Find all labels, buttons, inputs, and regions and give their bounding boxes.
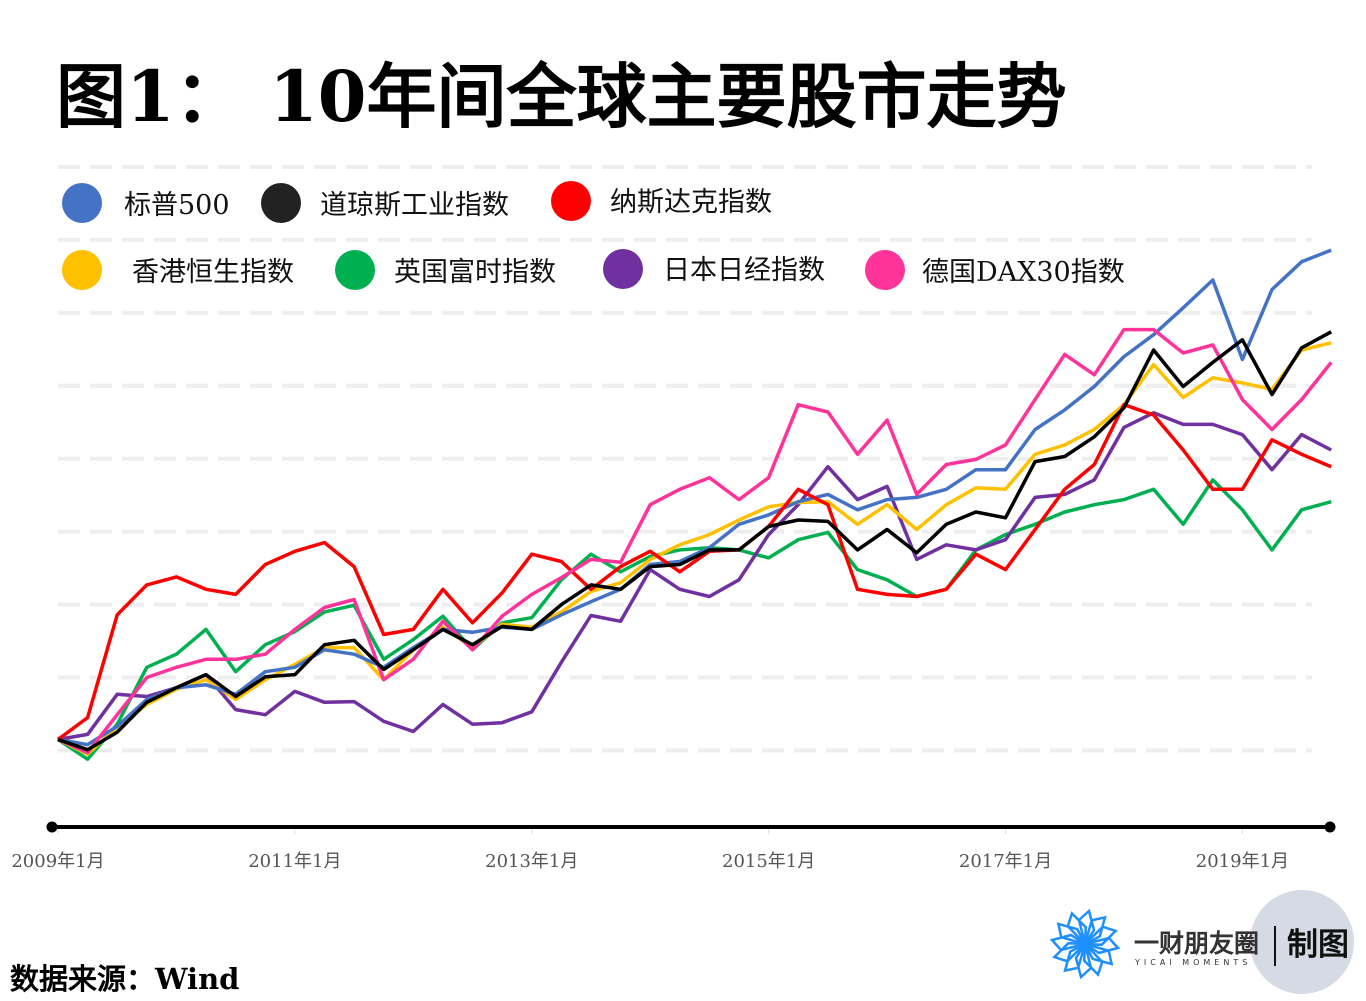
legend-item-ftse[interactable]: 英国富时指数 bbox=[335, 250, 556, 290]
source-note: 数据来源：Wind bbox=[10, 962, 239, 996]
flower-petal bbox=[1056, 922, 1088, 946]
x-tick-label: 2011年1月 bbox=[248, 851, 341, 872]
legend-item-dax[interactable]: 德国DAX30指数 bbox=[865, 250, 1125, 290]
legend-label: 日本日经指数 bbox=[663, 255, 825, 286]
legend-label: 标普500 bbox=[124, 190, 230, 221]
flower-petal bbox=[1063, 941, 1087, 973]
flower-petal bbox=[1052, 941, 1088, 963]
legend-swatch bbox=[62, 183, 102, 223]
logo-circle bbox=[1250, 890, 1354, 994]
flower-petal bbox=[1081, 936, 1121, 955]
x-axis: 2009年1月 2011年1月 2013年1月 2015年1月 2017年1月 2019年… bbox=[11, 821, 1336, 872]
series-line-0 bbox=[57, 248, 1332, 747]
legend-swatch bbox=[551, 181, 591, 221]
series-lines bbox=[56, 248, 1333, 761]
legend-item-nikkei[interactable]: 日本日经指数 bbox=[603, 249, 825, 289]
x-tick-label: 2019年1月 bbox=[1196, 851, 1289, 872]
x-tick-label: 2013年1月 bbox=[485, 851, 578, 872]
flower-petal bbox=[1083, 915, 1107, 947]
legend-swatch bbox=[865, 250, 905, 290]
legend-item-sp500[interactable]: 标普500 bbox=[62, 183, 230, 223]
flower-petal bbox=[1066, 911, 1088, 947]
legend-swatch bbox=[335, 250, 375, 290]
flower-petal bbox=[1082, 925, 1118, 947]
legend-item-hsi[interactable]: 香港恒生指数 bbox=[62, 250, 294, 290]
series-line-5 bbox=[57, 411, 1333, 742]
yicai-flower-icon bbox=[1049, 908, 1121, 980]
legend-item-dow[interactable]: 道琼斯工业指数 bbox=[261, 183, 509, 223]
flower-petal bbox=[1082, 942, 1114, 966]
legend-label: 道琼斯工业指数 bbox=[320, 190, 509, 221]
legend-swatch bbox=[261, 183, 301, 223]
x-tick-label: 2017年1月 bbox=[959, 851, 1052, 872]
legend-swatch bbox=[603, 249, 643, 289]
legend-item-nasdaq[interactable]: 纳斯达克指数 bbox=[551, 181, 772, 221]
legend-label: 德国DAX30指数 bbox=[922, 257, 1125, 288]
chart-title: 图1： 10年间全球主要股市走势 bbox=[56, 55, 1067, 138]
axis-end-dot bbox=[1324, 821, 1336, 833]
flower-petal bbox=[1082, 941, 1104, 977]
series-line-4 bbox=[57, 478, 1332, 761]
logo: 一财朋友圈 YICAI MOMENTS 制图 bbox=[1049, 890, 1354, 994]
legend-swatch bbox=[62, 250, 102, 290]
legend-label: 英国富时指数 bbox=[394, 257, 556, 288]
series-line-1 bbox=[57, 330, 1333, 752]
legend-label: 香港恒生指数 bbox=[132, 257, 294, 288]
legend-label: 纳斯达克指数 bbox=[610, 187, 772, 218]
logo-name-en: YICAI MOMENTS bbox=[1134, 958, 1251, 967]
flower-petal bbox=[1077, 908, 1096, 948]
maker-label: 制图 bbox=[1287, 927, 1349, 963]
x-tick-label: 2009年1月 bbox=[11, 851, 104, 872]
legend: 标普500 道琼斯工业指数 纳斯达克指数 香港恒生指数 英国富时指数 日本日经指… bbox=[62, 181, 1125, 290]
logo-name-cn: 一财朋友圈 bbox=[1134, 929, 1259, 958]
flower-petal bbox=[1074, 940, 1093, 980]
flower-petal bbox=[1049, 933, 1089, 952]
x-tick-label: 2015年1月 bbox=[722, 851, 815, 872]
axis-start-dot bbox=[46, 821, 58, 833]
series-line-6 bbox=[57, 327, 1333, 755]
